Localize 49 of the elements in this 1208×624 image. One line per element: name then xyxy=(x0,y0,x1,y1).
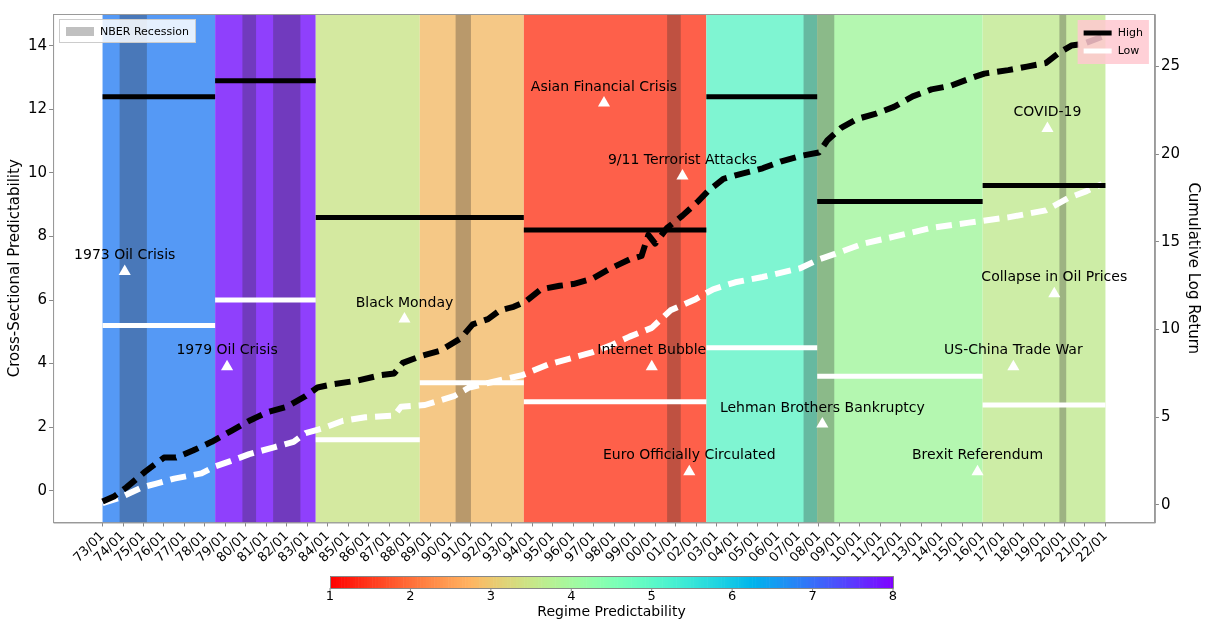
y-tick-label: 4 xyxy=(37,353,48,372)
annotation: Internet Bubble xyxy=(597,341,707,358)
annotation: US-China Trade War xyxy=(944,341,1083,358)
point xyxy=(1041,121,1054,132)
y2-axis-title: Cumulative Log Return xyxy=(1185,182,1204,355)
annotation: Asian Financial Crisis xyxy=(530,77,678,94)
y2-tick-label: 25 xyxy=(1160,56,1181,75)
annotation: Collapse in Oil Prices xyxy=(981,268,1128,285)
legend-label: High xyxy=(1117,25,1143,39)
point xyxy=(683,464,696,476)
point xyxy=(221,359,234,371)
point xyxy=(1007,359,1020,371)
legend-box: NBER Recession xyxy=(59,19,196,43)
color-bar-label: 1 xyxy=(325,587,335,603)
point xyxy=(645,359,658,371)
y2-tick-label: 15 xyxy=(1160,231,1181,250)
y2-tick-label: 20 xyxy=(1160,144,1181,163)
color-bar-label: 5 xyxy=(647,587,656,603)
point xyxy=(816,416,829,428)
annotation: COVID-19 xyxy=(1013,103,1082,120)
point xyxy=(676,169,689,180)
y-tick-label: 2 xyxy=(37,417,48,436)
y-tick-label: 0 xyxy=(37,480,48,499)
annotation: Brexit Referendum xyxy=(911,446,1044,463)
point xyxy=(398,312,411,323)
y-tick-label: 12 xyxy=(27,99,48,118)
point xyxy=(118,264,131,275)
y2-tick-label: 10 xyxy=(1160,319,1181,338)
color-bar-label: 4 xyxy=(567,587,576,603)
y2-tick-label: 0 xyxy=(1160,494,1171,513)
point xyxy=(971,464,984,476)
band-label: NBER Recession xyxy=(100,24,189,38)
y-tick-label: 10 xyxy=(27,162,48,181)
color-bar-label: 8 xyxy=(888,587,898,603)
y-tick-label: 6 xyxy=(37,289,48,308)
y2-tick-label: 5 xyxy=(1160,407,1171,426)
annotation: Lehman Brothers Bankruptcy xyxy=(719,398,925,415)
color-bar-title: Regime Predictability xyxy=(537,602,686,619)
color-bar-label: 6 xyxy=(728,587,737,603)
color-bar-label: 2 xyxy=(406,587,415,603)
annotation: 1979 Oil Crisis xyxy=(176,341,278,358)
y-tick-label: 8 xyxy=(37,226,48,245)
y-axis-title: Cross-Sectional Predictability xyxy=(4,159,23,378)
legend-label: Low xyxy=(1117,43,1140,57)
color-bar-label: 7 xyxy=(808,587,817,603)
y-tick-label: 14 xyxy=(27,35,48,54)
point xyxy=(1048,286,1061,298)
color-bar-label: 3 xyxy=(486,587,495,603)
annotation: Black Monday xyxy=(355,293,454,310)
